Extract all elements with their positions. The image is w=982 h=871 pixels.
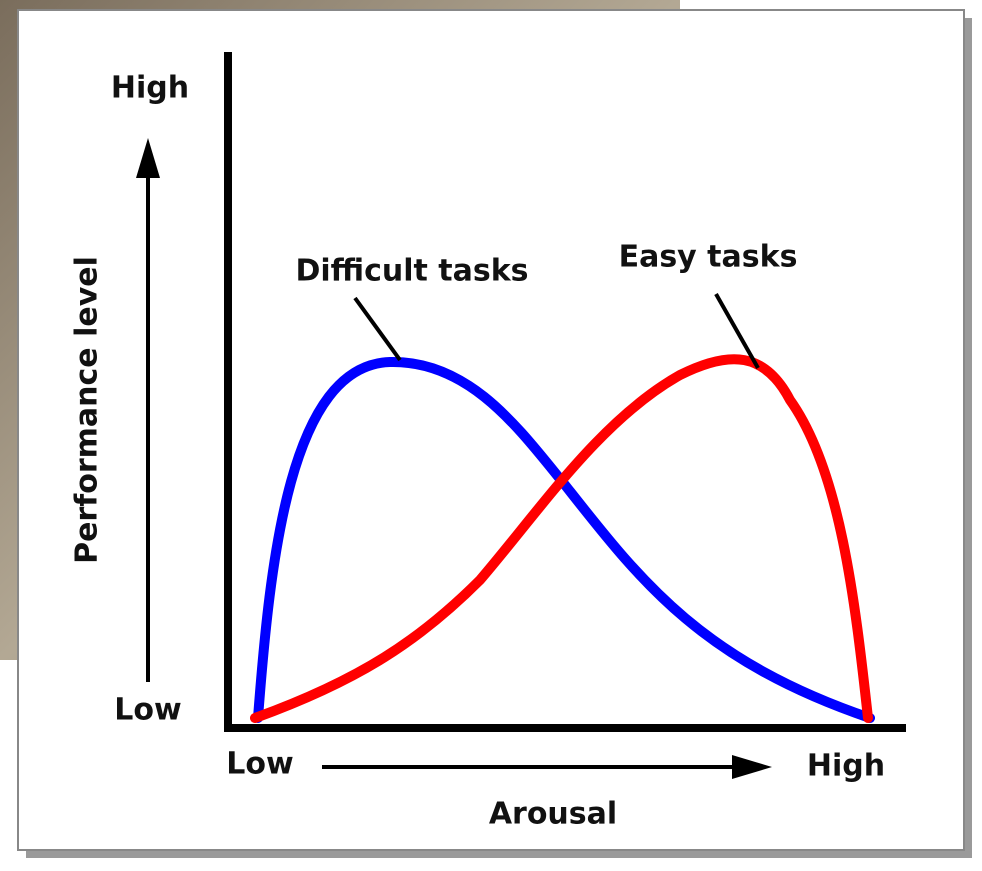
page: High Low Performance level Low High Arou… — [0, 0, 982, 871]
y-low-label: Low — [114, 693, 181, 728]
easy-label: Easy tasks — [619, 240, 798, 275]
y-high-label: High — [111, 71, 189, 106]
difficult-label: Difficult tasks — [295, 254, 528, 289]
x-axis-title: Arousal — [489, 797, 617, 832]
x-low-label: Low — [226, 747, 293, 782]
y-axis-title: Performance level — [70, 256, 105, 564]
x-high-label: High — [807, 749, 885, 784]
